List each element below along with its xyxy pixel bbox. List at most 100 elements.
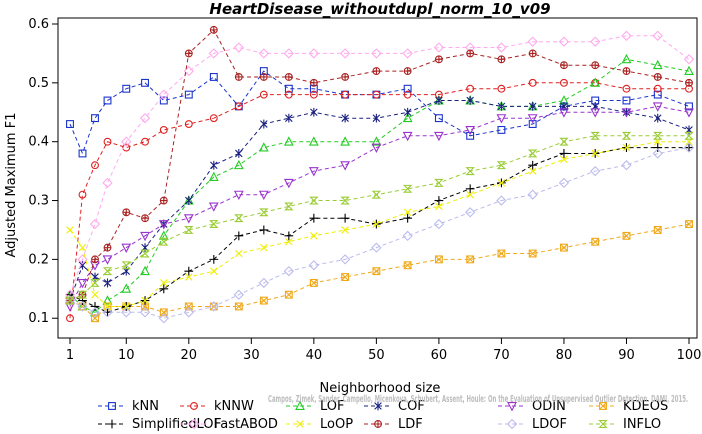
data-point xyxy=(434,196,444,205)
data-point xyxy=(309,78,318,87)
data-point xyxy=(653,84,662,93)
data-point xyxy=(78,190,87,199)
data-point xyxy=(497,55,506,64)
data-point xyxy=(260,243,268,252)
data-point xyxy=(622,67,631,76)
data-point xyxy=(527,114,538,124)
data-point xyxy=(66,226,74,234)
data-point xyxy=(234,102,243,111)
data-point xyxy=(77,254,88,265)
data-point xyxy=(78,243,87,252)
data-point xyxy=(140,231,150,242)
data-point xyxy=(685,78,693,87)
x-tick-label: 10 xyxy=(118,348,135,363)
data-point xyxy=(528,249,537,258)
chart-title: HeartDisease_withoutdupl_norm_10_v09 xyxy=(209,0,550,18)
data-point xyxy=(259,225,269,235)
data-point xyxy=(465,125,476,136)
x-tick-label: 40 xyxy=(306,348,323,363)
data-point xyxy=(284,202,294,211)
data-point xyxy=(283,178,294,189)
data-point xyxy=(158,89,169,100)
data-point xyxy=(372,90,381,99)
data-point xyxy=(308,136,319,146)
data-point xyxy=(233,42,244,53)
legend-label: LDF xyxy=(398,417,423,432)
data-point xyxy=(653,73,662,81)
legend-item-ldf: LDF xyxy=(364,417,423,432)
data-point xyxy=(622,143,631,152)
data-point xyxy=(184,49,193,58)
data-point xyxy=(77,278,88,289)
data-point xyxy=(122,84,131,93)
data-point xyxy=(259,90,268,99)
data-point xyxy=(78,260,87,270)
legend-marker xyxy=(296,420,304,428)
y-axis-label: Adjusted Maximum F1 xyxy=(4,113,19,258)
data-point xyxy=(558,36,570,47)
legend-item-lof: LOF xyxy=(286,399,345,414)
data-point xyxy=(102,267,113,276)
data-point xyxy=(208,48,219,59)
data-point xyxy=(185,196,193,205)
legend-marker xyxy=(295,400,305,410)
data-point xyxy=(284,231,294,241)
legend-label: KDEOS xyxy=(623,399,668,414)
data-point xyxy=(621,108,632,118)
data-point xyxy=(122,302,131,311)
data-point xyxy=(464,207,476,218)
data-point xyxy=(558,177,570,189)
data-point xyxy=(528,49,537,58)
series-knnw xyxy=(66,78,693,323)
data-point xyxy=(653,90,662,99)
data-point xyxy=(652,30,663,41)
data-point xyxy=(284,73,293,81)
data-point xyxy=(209,220,219,229)
series-ldf xyxy=(66,25,693,305)
data-point xyxy=(685,102,693,111)
data-point xyxy=(184,266,194,276)
data-point xyxy=(159,279,168,287)
data-point xyxy=(258,277,270,289)
data-point xyxy=(141,296,149,305)
data-point xyxy=(559,61,568,70)
data-point xyxy=(310,107,318,117)
x-tick-label: 60 xyxy=(431,348,448,363)
data-point xyxy=(433,42,445,53)
data-point xyxy=(591,61,600,70)
legend-label: COF xyxy=(398,399,425,414)
data-point xyxy=(103,302,112,311)
data-point xyxy=(233,159,244,170)
data-point xyxy=(340,161,351,171)
x-tick-label: 70 xyxy=(493,348,510,363)
data-point xyxy=(159,96,168,105)
data-point xyxy=(140,265,150,276)
data-point xyxy=(234,73,243,81)
data-point xyxy=(77,301,88,312)
data-point xyxy=(78,149,87,158)
data-point xyxy=(159,308,168,317)
data-point xyxy=(234,302,243,311)
data-point xyxy=(139,307,151,318)
data-point xyxy=(185,273,193,281)
x-axis-label: Neighborhood size xyxy=(320,381,441,396)
data-point xyxy=(122,143,131,152)
data-point xyxy=(91,290,99,299)
data-point xyxy=(590,108,601,118)
data-point xyxy=(622,231,631,240)
series-odin xyxy=(65,102,694,312)
legend-label: kNN xyxy=(132,399,159,414)
legend-marker xyxy=(374,401,382,411)
data-point xyxy=(528,160,538,170)
data-point xyxy=(435,202,443,211)
legend-marker xyxy=(108,402,116,410)
data-point xyxy=(90,278,100,287)
data-point xyxy=(102,307,113,318)
data-point xyxy=(652,59,663,70)
data-point xyxy=(559,243,568,252)
data-point xyxy=(433,131,444,142)
data-point xyxy=(103,278,112,288)
y-tick-label: 0.5 xyxy=(28,76,49,91)
data-point xyxy=(371,143,382,153)
data-point xyxy=(527,149,538,158)
